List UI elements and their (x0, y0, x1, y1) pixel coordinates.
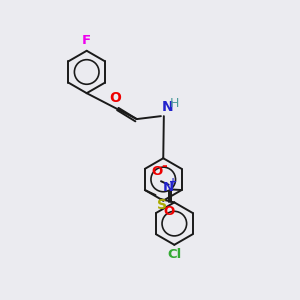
Text: F: F (82, 34, 91, 47)
Text: -: - (161, 159, 167, 173)
Text: O: O (109, 91, 121, 105)
Text: S: S (157, 198, 167, 212)
Text: O: O (152, 165, 163, 178)
Text: O: O (163, 206, 174, 218)
Text: N: N (161, 100, 173, 114)
Text: N: N (163, 181, 174, 194)
Text: H: H (170, 97, 179, 110)
Text: +: + (169, 177, 177, 188)
Text: Cl: Cl (167, 248, 182, 261)
